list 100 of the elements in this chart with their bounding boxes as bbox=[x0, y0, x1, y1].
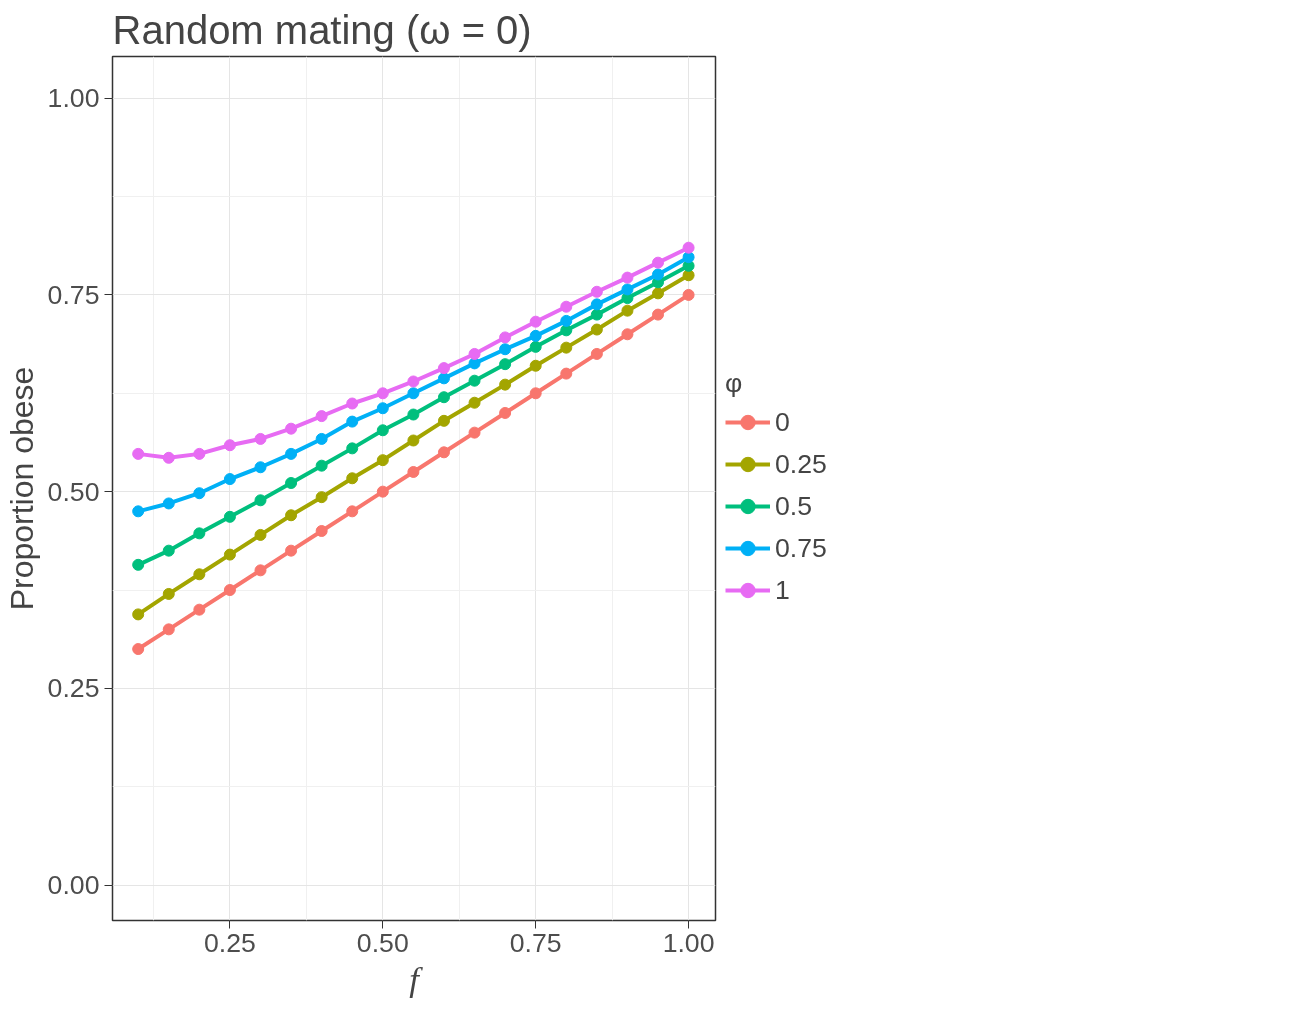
point bbox=[560, 341, 573, 354]
point bbox=[315, 432, 328, 445]
point bbox=[437, 372, 450, 385]
legend-label: 0.5 bbox=[775, 490, 814, 522]
point bbox=[254, 461, 267, 474]
point bbox=[162, 497, 175, 510]
point bbox=[254, 432, 267, 445]
point bbox=[407, 465, 420, 478]
point bbox=[407, 375, 420, 388]
point bbox=[223, 548, 236, 561]
point bbox=[560, 300, 573, 313]
point bbox=[499, 358, 512, 371]
point bbox=[499, 331, 512, 344]
point bbox=[162, 451, 175, 464]
point bbox=[132, 643, 145, 656]
y-axis-title: Proportion obese bbox=[3, 366, 40, 611]
point bbox=[254, 564, 267, 577]
point bbox=[376, 454, 389, 467]
point bbox=[529, 315, 542, 328]
point bbox=[193, 603, 206, 616]
point bbox=[132, 608, 145, 621]
point bbox=[529, 359, 542, 372]
point bbox=[346, 442, 359, 455]
legend-label: 0 bbox=[775, 406, 791, 438]
point bbox=[437, 446, 450, 459]
point bbox=[376, 485, 389, 498]
point bbox=[223, 510, 236, 523]
point bbox=[132, 505, 145, 518]
point bbox=[682, 288, 695, 301]
point bbox=[590, 285, 603, 298]
point bbox=[407, 434, 420, 447]
point bbox=[346, 505, 359, 518]
point bbox=[468, 396, 481, 409]
point bbox=[529, 387, 542, 400]
point bbox=[223, 439, 236, 452]
x-tick-label: 0.50 bbox=[356, 927, 409, 958]
legend-label: 1 bbox=[775, 574, 791, 606]
point bbox=[132, 447, 145, 460]
point bbox=[621, 328, 634, 341]
chart-title: Random mating (ω = 0) bbox=[112, 7, 532, 52]
point bbox=[315, 410, 328, 423]
y-tick-label: 1.00 bbox=[47, 83, 100, 114]
y-tick-label: 0.50 bbox=[47, 476, 100, 507]
point bbox=[652, 287, 665, 300]
point bbox=[346, 397, 359, 410]
point bbox=[315, 491, 328, 504]
point bbox=[162, 544, 175, 557]
point bbox=[315, 459, 328, 472]
point bbox=[285, 477, 298, 489]
point bbox=[499, 406, 512, 419]
point bbox=[376, 424, 389, 437]
point bbox=[652, 308, 665, 321]
point bbox=[590, 323, 603, 336]
point bbox=[193, 487, 206, 500]
point bbox=[254, 494, 267, 507]
point bbox=[621, 283, 634, 296]
point bbox=[193, 447, 206, 460]
point bbox=[407, 408, 420, 421]
point bbox=[437, 391, 450, 404]
point bbox=[162, 623, 175, 636]
point bbox=[468, 374, 481, 387]
y-tick-label: 0.25 bbox=[47, 673, 100, 704]
point bbox=[376, 387, 389, 400]
point bbox=[223, 473, 236, 486]
point bbox=[529, 329, 542, 342]
point bbox=[254, 528, 267, 541]
point bbox=[223, 584, 236, 596]
point bbox=[590, 347, 603, 360]
point bbox=[560, 314, 573, 327]
point bbox=[529, 340, 542, 353]
point bbox=[285, 509, 298, 522]
point bbox=[682, 241, 695, 254]
point bbox=[346, 472, 359, 485]
legend-title: φ bbox=[725, 368, 744, 399]
x-axis-title: f bbox=[409, 959, 424, 998]
point bbox=[407, 387, 420, 400]
point bbox=[652, 268, 665, 281]
point bbox=[590, 298, 603, 311]
point bbox=[437, 362, 450, 375]
point bbox=[285, 447, 298, 460]
point bbox=[621, 271, 634, 284]
x-tick-label: 1.00 bbox=[662, 927, 715, 958]
point bbox=[590, 308, 603, 321]
point bbox=[285, 544, 298, 557]
point bbox=[621, 304, 634, 317]
y-tick-label: 0.75 bbox=[47, 279, 100, 310]
point bbox=[285, 422, 298, 435]
point bbox=[376, 402, 389, 415]
legend-label: 0.25 bbox=[775, 448, 828, 480]
point bbox=[346, 415, 359, 428]
point bbox=[132, 558, 145, 571]
x-tick-label: 0.25 bbox=[203, 927, 256, 958]
legend-label: 0.75 bbox=[775, 532, 828, 564]
point bbox=[652, 256, 665, 269]
y-tick-label: 0.00 bbox=[47, 870, 100, 901]
point bbox=[499, 378, 512, 391]
point bbox=[193, 527, 206, 540]
point bbox=[468, 426, 481, 439]
point bbox=[468, 347, 481, 360]
x-tick-label: 0.75 bbox=[509, 927, 562, 958]
